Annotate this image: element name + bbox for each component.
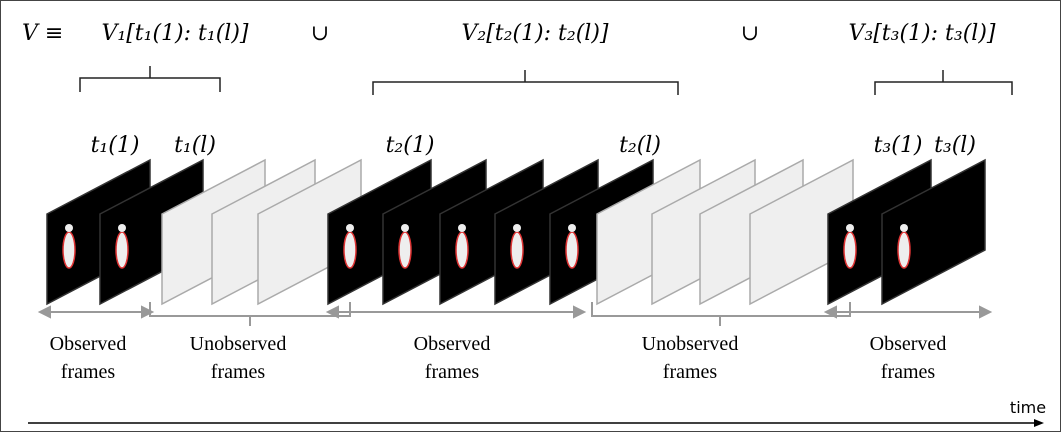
figure <box>566 232 578 268</box>
segment-label: frames <box>211 361 266 383</box>
axis-label: time <box>1010 398 1046 417</box>
segment-label: frames <box>881 361 936 383</box>
segment-label: Observed <box>414 333 491 355</box>
frames <box>47 160 985 304</box>
formula-part: V₂[t₂(1): t₂(l)] <box>462 21 609 46</box>
segment-label: frames <box>61 361 116 383</box>
segment-label: frames <box>425 361 480 383</box>
figure-head <box>346 224 354 232</box>
segment-label: Unobserved <box>642 333 739 355</box>
figure-head <box>65 224 73 232</box>
formula-lhs: V ≡ <box>22 21 63 46</box>
figure <box>511 232 523 268</box>
frame-label: t₁(1) <box>91 133 140 158</box>
figure <box>399 232 411 268</box>
frame-label: t₃(l) <box>934 133 976 158</box>
figure <box>456 232 468 268</box>
figure-head <box>458 224 466 232</box>
figure <box>344 232 356 268</box>
formula-part: V₁[t₁(1): t₁(l)] <box>102 21 249 46</box>
frame-label: t₁(l) <box>174 133 216 158</box>
frame-label: t₃(1) <box>874 133 923 158</box>
figure-head <box>568 224 576 232</box>
figure <box>898 232 910 268</box>
figure <box>844 232 856 268</box>
formula-part: ∪ <box>741 21 759 46</box>
segment-label: Observed <box>50 333 127 355</box>
segment-label: frames <box>663 361 718 383</box>
figure-head <box>900 224 908 232</box>
figure <box>116 232 128 268</box>
formula-part: V₃[t₃(1): t₃(l)] <box>849 21 996 46</box>
diagram: V ≡ V₁[t₁(1): t₁(l)] ∪ V₂[t₂(1): t₂(l)] ∪ V₃[… <box>0 0 1061 432</box>
figure-head <box>513 224 521 232</box>
formula-part: ∪ <box>311 21 329 46</box>
frame-label: t₂(1) <box>386 133 435 158</box>
figure <box>63 232 75 268</box>
frame-label: t₂(l) <box>619 133 661 158</box>
figure-head <box>118 224 126 232</box>
segment-label: Unobserved <box>190 333 287 355</box>
figure-head <box>401 224 409 232</box>
figure-head <box>846 224 854 232</box>
segment-label: Observed <box>870 333 947 355</box>
